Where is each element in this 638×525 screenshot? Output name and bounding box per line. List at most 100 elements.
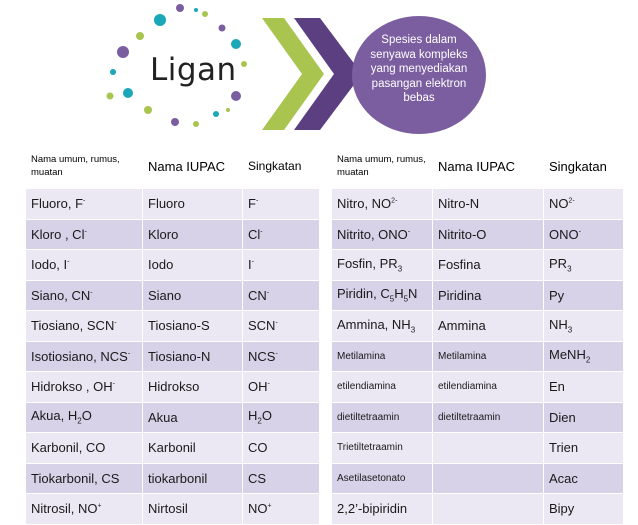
- cell-subscript: 5: [389, 295, 395, 305]
- cell-superscript: -: [90, 289, 93, 297]
- cell-text: etilendiamina: [438, 381, 497, 393]
- cell-text: NO: [549, 196, 569, 212]
- cell-text: Isotiosiano, NCS: [31, 348, 128, 364]
- cell-superscript: -: [267, 380, 270, 388]
- cell-superscript: -: [266, 289, 270, 297]
- cell-abbreviation: CO: [242, 432, 320, 464]
- cell-text: SCN: [248, 318, 276, 334]
- cell-text: I: [248, 257, 252, 273]
- cell-common-name: Nitro, NO2-: [331, 188, 433, 220]
- cell-text: H: [394, 286, 404, 302]
- header-iupac-name: Nama IUPAC: [432, 143, 544, 189]
- cell-common-name: Asetilasetonato: [331, 462, 433, 494]
- cell-text: CS: [248, 470, 267, 486]
- cell-common-name: Ammina, NH3: [331, 310, 433, 342]
- cell-abbreviation: H2O: [242, 401, 320, 433]
- table-row: Fluoro, F- Fluoro F-: [25, 188, 320, 220]
- cell-abbreviation: Trien: [543, 432, 624, 464]
- cell-text: Ammina, NH: [337, 316, 411, 332]
- table-row: Iodo, I- Iodo I-: [25, 249, 320, 281]
- cell-iupac-name: Metilamina: [432, 340, 544, 372]
- cell-text: Nitro-N: [438, 196, 480, 212]
- table-row: Tiosiano, SCN- Tiosiano-S SCN-: [25, 310, 320, 342]
- cell-iupac-name: Nitrito-O: [432, 218, 544, 250]
- cell-subscript: 2: [585, 356, 591, 366]
- cell-iupac-name: Akua: [142, 401, 243, 433]
- cell-text: Piridina: [438, 287, 482, 303]
- cell-abbreviation: NO+: [242, 493, 320, 525]
- cell-text: Nitrosil, NO: [31, 501, 98, 517]
- cell-text: OH: [248, 379, 268, 395]
- cell-superscript: -: [251, 258, 254, 266]
- cell-subscript: 3: [397, 264, 403, 274]
- slide: Ligan Spesies dalam senyawa kompleks yan…: [25, 4, 624, 525]
- cell-text: Acac: [549, 470, 578, 486]
- cell-common-name: Piridin, C5H5N: [331, 279, 433, 311]
- cell-iupac-name: [432, 432, 544, 464]
- cell-abbreviation: CN-: [242, 279, 320, 311]
- table-row: Ammina, NH3 Ammina NH3: [331, 310, 624, 342]
- cell-iupac-name: Siano: [142, 279, 243, 311]
- cell-iupac-name: Karbonil: [142, 432, 243, 464]
- cell-iupac-name: [432, 462, 544, 494]
- cell-subscript: 3: [567, 325, 573, 335]
- cell-abbreviation: OH-: [242, 371, 320, 403]
- cell-abbreviation: NO2-: [543, 188, 624, 220]
- cell-text: NCS: [248, 348, 276, 364]
- cell-iupac-name: Piridina: [432, 279, 544, 311]
- table-row: etilendiamina etilendiamina En: [331, 371, 624, 403]
- cell-iupac-name: Tiosiano-S: [142, 310, 243, 342]
- cell-text: Fosfina: [438, 257, 481, 273]
- cell-text: Nirtosil: [148, 501, 188, 517]
- chevron-arrows-icon: [262, 18, 362, 130]
- cell-common-name: Metilamina: [331, 340, 433, 372]
- cell-iupac-name: Nitro-N: [432, 188, 544, 220]
- table-row: Isotiosiano, NCS- Tiosiano-N NCS-: [25, 340, 320, 372]
- cell-superscript: -: [127, 350, 131, 358]
- cell-text: Fluoro, F: [31, 196, 84, 212]
- cell-subscript: 3: [410, 325, 416, 335]
- cell-text: Piridin, C: [337, 286, 390, 302]
- cell-abbreviation: Bipy: [543, 493, 624, 525]
- cell-text: Iodo: [148, 257, 174, 273]
- cell-text: Kloro , Cl: [31, 226, 85, 242]
- cell-text: Py: [549, 287, 565, 303]
- cell-text: Metilamina: [438, 350, 487, 362]
- cell-text: Trietiltetraamin: [337, 442, 403, 454]
- cell-iupac-name: Hidrokso: [142, 371, 243, 403]
- header-common-name: Nama umum, rumus, muatan: [331, 143, 433, 189]
- cell-abbreviation: CS: [242, 462, 320, 494]
- cell-text: Tiosiano-S: [148, 318, 210, 334]
- cell-common-name: Fluoro, F-: [25, 188, 143, 220]
- cell-text: Bipy: [549, 501, 575, 517]
- cell-superscript: -: [260, 228, 263, 236]
- table-row: Fosfin, PR3 Fosfina PR3: [331, 249, 624, 281]
- cell-text: Karbonil: [148, 440, 196, 456]
- cell-subscript: 5: [403, 295, 409, 305]
- cell-common-name: dietiltetraamin: [331, 401, 433, 433]
- cell-text: Tiosiano-N: [148, 348, 211, 364]
- cell-superscript: 2-: [568, 197, 575, 205]
- definition-text: Spesies dalam senyawa kompleks yang meny…: [370, 34, 468, 104]
- cell-abbreviation: F-: [242, 188, 320, 220]
- cell-text: N: [408, 286, 418, 302]
- cell-text: F: [248, 196, 256, 212]
- cell-text: Fosfin, PR: [337, 255, 398, 271]
- table-row: Kloro , Cl- Kloro Cl-: [25, 218, 320, 250]
- cell-subscript: 3: [567, 264, 572, 274]
- cell-superscript: -: [407, 228, 411, 236]
- cell-superscript: -: [275, 350, 278, 358]
- slide-title: Ligan: [150, 52, 237, 88]
- table-row: Asetilasetonato Acac: [331, 462, 624, 494]
- cell-iupac-name: Nirtosil: [142, 493, 243, 525]
- cell-text: Iodo, I: [31, 257, 68, 273]
- cell-subscript: 2: [77, 417, 82, 427]
- cell-text: Asetilasetonato: [337, 472, 406, 484]
- cell-common-name: Nitrosil, NO+: [25, 493, 143, 525]
- cell-common-name: Trietiltetraamin: [331, 432, 433, 464]
- cell-abbreviation: Cl-: [242, 218, 320, 250]
- cell-iupac-name: etilendiamina: [432, 371, 544, 403]
- cell-text: CN: [248, 287, 267, 303]
- cell-common-name: Tiokarbonil, CS: [25, 462, 143, 494]
- cell-text: NH: [549, 316, 568, 332]
